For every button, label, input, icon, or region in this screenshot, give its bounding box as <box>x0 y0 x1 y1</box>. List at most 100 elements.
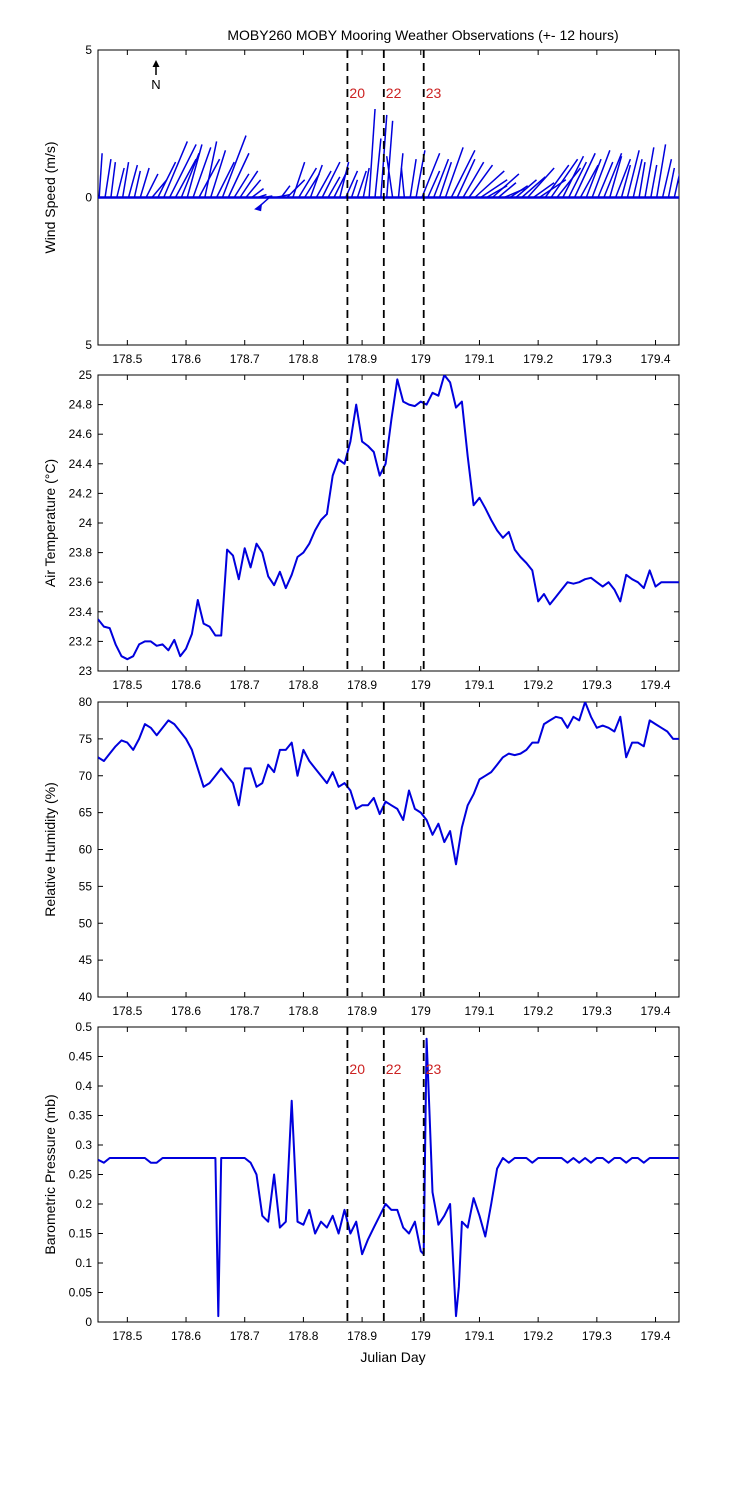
wind-vector <box>462 161 485 198</box>
wind-vector <box>292 161 306 198</box>
wind-vector <box>180 152 200 198</box>
pressure-y-tick-label: 0.15 <box>69 1227 93 1241</box>
humidity-x-tick-label: 178.7 <box>230 1004 260 1018</box>
wind-vector <box>480 179 508 199</box>
pressure-x-tick-label: 178.9 <box>347 1329 377 1343</box>
wind-vector <box>491 173 520 199</box>
wind-vector <box>667 167 676 198</box>
humidity-x-tick-label: 179.1 <box>464 1004 494 1018</box>
wind-vector <box>400 167 406 198</box>
humidity-y-tick-label: 60 <box>79 843 93 857</box>
temp-axes-frame <box>97 374 680 672</box>
wind-vector <box>533 182 555 199</box>
wind-vector <box>251 188 265 199</box>
humidity-x-tick-label: 178.8 <box>288 1004 318 1018</box>
wind-vector <box>245 179 262 198</box>
wind-vector <box>385 120 394 198</box>
pressure-event-marker-label: 20 <box>349 1061 365 1077</box>
temp-y-tick-label: 24.6 <box>69 427 93 441</box>
temp-y-tick-label: 24 <box>79 516 93 530</box>
humidity-y-tick-label: 70 <box>79 769 93 783</box>
wind-vector <box>468 164 494 198</box>
wind-vector <box>544 164 570 198</box>
x-axis-label: Julian Day <box>360 1349 425 1365</box>
wind-vector <box>315 170 332 198</box>
wind-event-marker-label: 22 <box>386 85 402 101</box>
barometric-pressure-panel: 178.5 178.6 178.7 178.8 178.9 179 179.1 179.2 17… <box>42 1020 680 1343</box>
wind-vector <box>186 144 203 198</box>
arrow-up-icon <box>152 60 160 75</box>
wind-vector <box>116 167 125 198</box>
wind-vector <box>444 147 464 198</box>
north-label: N <box>151 77 160 92</box>
pressure-x-tick-label: 179 <box>411 1329 431 1343</box>
humidity-x-tick-label: 179.3 <box>582 1004 612 1018</box>
wind-vector <box>603 152 623 198</box>
wind-vector <box>527 167 555 199</box>
humidity-data-layer <box>98 702 679 866</box>
wind-vector <box>227 152 250 198</box>
wind-vector <box>350 179 359 198</box>
wind-vector <box>327 176 341 198</box>
temp-data-layer <box>98 375 679 661</box>
pressure-series-line <box>98 1037 679 1318</box>
wind-vector <box>591 150 611 198</box>
pressure-x-tick-label: 178.8 <box>288 1329 318 1343</box>
humidity-y-tick-label: 40 <box>79 990 93 1004</box>
wind-x-tick-label: 179.1 <box>464 352 494 366</box>
pressure-y-tick-label: 0.1 <box>75 1256 92 1270</box>
pressure-y-axis-label: Barometric Pressure (mb) <box>42 1094 58 1254</box>
air-temperature-panel: 178.5 178.6 178.7 178.8 178.9 179 179.1 179.2 17… <box>42 368 680 692</box>
wind-vector <box>567 161 588 198</box>
temp-y-axis-label: Air Temperature (°C) <box>42 459 58 587</box>
wind-vector <box>644 147 655 198</box>
wind-vector <box>585 158 602 198</box>
wind-vector <box>579 164 599 198</box>
wind-vector <box>163 141 189 198</box>
temp-y-tick-label: 23.8 <box>69 546 93 560</box>
humidity-x-tick-label: 179.4 <box>641 1004 671 1018</box>
wind-vector <box>121 161 130 198</box>
temp-y-tick-label: 24.2 <box>69 486 93 500</box>
temp-x-tick-label: 178.5 <box>112 678 142 692</box>
wind-vector <box>562 155 585 198</box>
wind-x-tick-label: 178.8 <box>288 352 318 366</box>
wind-vector <box>597 161 614 198</box>
wind-vector <box>614 158 632 198</box>
humidity-x-tick-label: 179 <box>411 1004 431 1018</box>
pressure-x-tick-label: 179.1 <box>464 1329 494 1343</box>
wind-vector <box>209 150 227 198</box>
wind-vector <box>204 141 218 198</box>
wind-vector <box>509 185 529 199</box>
humidity-axes-frame <box>97 701 680 998</box>
temp-x-tick-label: 178.9 <box>347 678 377 692</box>
wind-x-tick-label: 179.4 <box>641 352 671 366</box>
temp-x-tick-label: 179.1 <box>464 678 494 692</box>
temp-x-tick-label: 178.8 <box>288 678 318 692</box>
pressure-x-tick-label: 179.4 <box>641 1329 671 1343</box>
wind-vector <box>556 167 582 198</box>
temp-y-tick-label: 23 <box>79 664 93 678</box>
pressure-y-tick-label: 0.45 <box>69 1050 93 1064</box>
wind-vector <box>385 156 394 198</box>
wind-vector <box>427 170 441 198</box>
temp-y-tick-label: 24.8 <box>69 398 93 412</box>
wind-x-tick-label: 179.3 <box>582 352 612 366</box>
north-indicator: N <box>151 60 161 92</box>
wind-vector <box>638 161 646 198</box>
wind-vector <box>233 173 250 198</box>
pressure-y-tick-label: 0.2 <box>75 1197 92 1211</box>
humidity-y-axis-label: Relative Humidity (%) <box>42 782 58 917</box>
wind-vector <box>298 167 318 198</box>
wind-vector <box>151 179 168 198</box>
wind-vector <box>573 152 596 198</box>
wind-x-tick-label: 179.2 <box>523 352 553 366</box>
humidity-y-tick-label: 80 <box>79 695 93 709</box>
relative-humidity-panel: 178.5 178.6 178.7 178.8 178.9 179 179.1 179.2 17… <box>42 695 680 1018</box>
wind-vector <box>221 135 247 198</box>
temp-y-tick-label: 25 <box>79 368 93 382</box>
wind-vector <box>110 162 117 198</box>
temp-x-tick-label: 179.4 <box>641 678 671 692</box>
wind-vector <box>321 161 341 198</box>
wind-vector <box>620 164 632 198</box>
